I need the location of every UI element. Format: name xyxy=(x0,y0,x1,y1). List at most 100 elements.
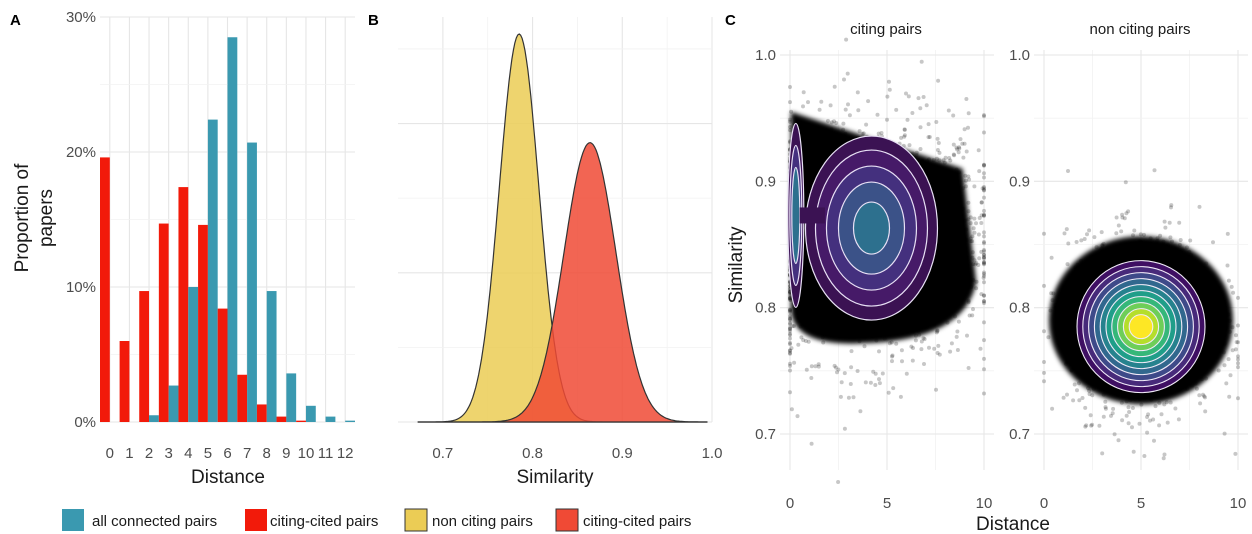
panel-c-point xyxy=(1181,272,1186,277)
panel-c-point xyxy=(945,203,950,207)
panel-c-point xyxy=(948,309,953,314)
panel-c-point xyxy=(788,294,792,299)
panel-c-label: C xyxy=(725,12,736,29)
panel-b-curves xyxy=(417,33,708,423)
panel-c-x-tick-label: 5 xyxy=(1137,495,1145,512)
panel-c-point xyxy=(955,189,960,194)
panel-a-y-tick-label: 30% xyxy=(66,9,96,26)
panel-c-point xyxy=(935,253,940,257)
panel-c-point xyxy=(818,293,823,298)
panel-c-point xyxy=(1145,255,1150,260)
panel-c-point xyxy=(1191,269,1195,273)
panel-c-point xyxy=(962,141,967,146)
panel-c-point xyxy=(972,258,977,263)
panel-c-point xyxy=(788,321,792,325)
panel-a-x-tick-label: 5 xyxy=(204,445,212,462)
panel-c-point xyxy=(963,173,968,178)
panel-c-point xyxy=(935,267,940,272)
panel-c-point xyxy=(982,391,986,396)
panel-c-point xyxy=(979,200,984,205)
panel-c-point xyxy=(899,135,904,140)
panel-c-point xyxy=(1158,247,1163,252)
panel-a-x-ticks: 0 1 2 3 4 5 6 7 8 9 10 11 12 xyxy=(106,445,354,462)
panel-c-point xyxy=(1089,254,1094,259)
panel-c-point xyxy=(923,289,928,294)
panel-c-point xyxy=(1130,396,1135,401)
panel-c-point xyxy=(1203,395,1207,400)
panel-c-point xyxy=(944,296,949,301)
panel-c-point xyxy=(1148,418,1152,423)
panel-c-point xyxy=(917,332,922,337)
panel-c-point xyxy=(1090,422,1095,427)
panel-c-point xyxy=(922,337,927,342)
panel-c-point xyxy=(1075,388,1079,393)
panel-c-point xyxy=(1137,421,1142,426)
panel-c-point xyxy=(919,309,924,314)
panel-c-point xyxy=(940,254,945,259)
panel-c-point xyxy=(1136,250,1141,255)
panel-c-point xyxy=(1086,386,1090,391)
panel-c-point xyxy=(1177,242,1182,247)
panel-c-point xyxy=(898,394,903,399)
panel-c-point xyxy=(1122,244,1127,249)
panel-c-point xyxy=(1084,262,1089,267)
panel-c-point xyxy=(804,280,809,285)
panel-c-point xyxy=(848,382,853,386)
panel-c-point xyxy=(1220,313,1225,318)
panel-c-point xyxy=(1083,405,1088,410)
panel-c-point xyxy=(948,215,953,220)
panel-a-x-tick-label: 9 xyxy=(282,445,290,462)
panel-c-point xyxy=(1233,347,1238,352)
panel-c-point xyxy=(1109,258,1114,263)
panel-c-point xyxy=(1087,388,1091,393)
panel-c-point xyxy=(944,207,949,212)
panel-c-point xyxy=(1082,368,1087,373)
panel-c-point xyxy=(875,112,880,117)
panel-c-point xyxy=(1201,266,1206,271)
panel-c-point xyxy=(949,255,954,260)
panel-c-point xyxy=(982,171,986,176)
panel-a-x-tick-label: 3 xyxy=(164,445,172,462)
panel-c-point xyxy=(955,147,960,152)
panel-c-point xyxy=(1126,252,1131,257)
panel-c-point xyxy=(1116,223,1121,228)
panel-c-point xyxy=(1198,401,1203,406)
panel-c-point xyxy=(816,310,821,315)
panel-c-point xyxy=(1157,423,1162,428)
panel-c-point xyxy=(946,215,951,220)
panel-c-point xyxy=(1155,236,1160,241)
panel-c-point xyxy=(1222,363,1227,368)
panel-a-bar xyxy=(168,385,179,422)
panel-c-point xyxy=(1202,299,1206,304)
panel-c-strip-citing: citing pairs xyxy=(850,21,922,38)
panel-c-point xyxy=(964,97,969,101)
panel-c-point xyxy=(1155,239,1160,244)
panel-c-point xyxy=(1200,353,1205,358)
panel-c-point xyxy=(1050,406,1055,411)
panel-c-point xyxy=(846,322,851,327)
panel-c-point xyxy=(835,307,839,312)
panel-c-point xyxy=(982,338,986,343)
panel-a-bar xyxy=(100,157,110,422)
panel-c-point xyxy=(1131,449,1136,454)
panel-c-point xyxy=(803,262,808,267)
panel-c-point xyxy=(814,309,819,314)
panel-c-point xyxy=(1168,400,1173,405)
panel-c-point xyxy=(936,78,941,83)
panel-c-point xyxy=(1095,380,1100,385)
panel-c-point xyxy=(788,390,792,395)
panel-c-point xyxy=(1077,398,1082,403)
panel-c-point xyxy=(1072,319,1077,324)
panel-c-point xyxy=(841,140,846,145)
panel-c-point xyxy=(1233,451,1238,456)
panel-c-point xyxy=(1084,265,1089,270)
panel-c-point xyxy=(880,371,885,376)
panel-c-point xyxy=(1095,261,1100,266)
panel-c-point xyxy=(954,145,959,150)
panel-c-point xyxy=(1068,308,1073,313)
panel-c-point xyxy=(1214,349,1219,354)
panel-c-point xyxy=(1138,232,1143,237)
panel-c-point xyxy=(1185,245,1189,250)
panel-c-point xyxy=(943,250,948,255)
panel-c-point xyxy=(1201,346,1206,351)
